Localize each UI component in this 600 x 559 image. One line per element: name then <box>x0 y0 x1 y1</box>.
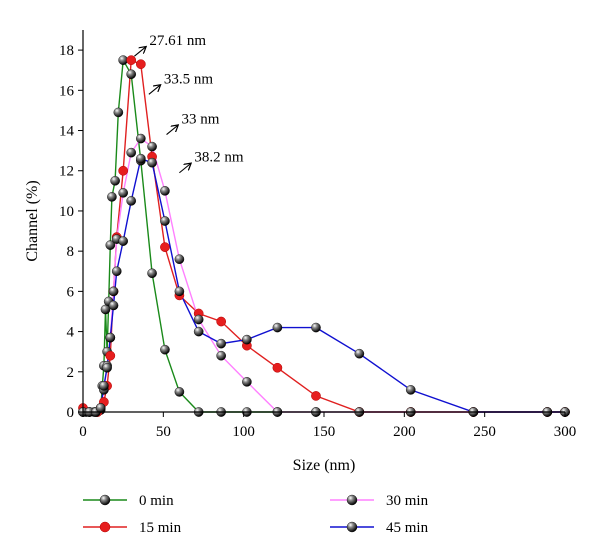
y-tick-label: 16 <box>59 83 75 99</box>
axes: 0 50 100 150 200 250 300 0 2 4 6 8 10 12 14 16 18 Size (n… <box>24 30 576 474</box>
data-point <box>160 242 170 252</box>
data-point <box>193 326 204 337</box>
data-point <box>216 338 226 349</box>
series-line-1 <box>82 59 565 413</box>
series-line-0 <box>83 57 565 413</box>
data-point <box>216 316 227 327</box>
y-tick-label: 14 <box>59 124 75 140</box>
x-tick-label: 50 <box>156 424 171 440</box>
data-point <box>405 385 416 395</box>
x-tick-label: 300 <box>554 424 577 440</box>
data-point <box>111 266 122 277</box>
annotation-label: 33.5 nm <box>164 71 214 87</box>
data-point <box>102 362 112 373</box>
y-tick-label: 10 <box>59 204 74 220</box>
y-tick-label: 8 <box>67 244 75 260</box>
data-point <box>105 240 116 250</box>
y-tick-label: 18 <box>59 43 74 59</box>
legend-marker-1 <box>99 521 111 533</box>
data-point <box>354 348 365 359</box>
x-tick-label: 200 <box>393 424 416 440</box>
data-point <box>311 322 321 333</box>
y-tick-label: 0 <box>67 405 75 421</box>
data-point <box>272 362 283 373</box>
annotation-label: 38.2 nm <box>194 150 244 166</box>
legend-label-1: 15 min <box>139 520 182 536</box>
x-tick-label: 250 <box>473 424 496 440</box>
annotation-arrow <box>179 164 190 174</box>
data-point <box>126 196 136 206</box>
data-point <box>242 377 252 387</box>
data-point <box>118 236 128 246</box>
annotation-arrow <box>148 85 160 95</box>
annotation-label: 33 nm <box>182 112 220 128</box>
data-point <box>126 55 137 66</box>
data-point <box>105 332 116 343</box>
data-point <box>147 268 157 279</box>
annotation-arrow <box>166 126 178 135</box>
data-point <box>242 334 252 345</box>
legend-marker-3 <box>346 521 358 533</box>
data-point <box>108 286 119 297</box>
data-point <box>147 157 157 168</box>
y-tick-label: 12 <box>59 164 74 180</box>
data-point <box>272 322 283 333</box>
y-tick-label: 4 <box>67 325 75 341</box>
data-point <box>99 381 109 391</box>
data-point <box>135 59 146 70</box>
data-point <box>126 147 136 158</box>
data-point <box>193 314 204 325</box>
data-point <box>110 175 120 186</box>
x-tick-label: 150 <box>313 424 336 440</box>
data-point <box>113 107 124 118</box>
data-point <box>216 350 226 361</box>
x-axis-title: Size (nm) <box>293 457 356 474</box>
annotations: 27.61 nm 33.5 nm 33 nm 38.2 nm <box>134 33 244 174</box>
data-point <box>136 133 146 144</box>
x-tick-label: 100 <box>232 424 255 440</box>
data-point <box>160 216 170 226</box>
annotation-label: 27.61 nm <box>149 33 206 49</box>
annotation-arrow <box>134 47 145 57</box>
y-tick-label: 2 <box>67 365 75 381</box>
data-point <box>100 304 111 315</box>
data-point <box>136 153 146 164</box>
legend: 0 min 15 min 30 min 45 min <box>83 493 429 536</box>
plot-area <box>78 55 570 417</box>
data-point <box>174 387 185 397</box>
data-point <box>108 300 119 311</box>
data-point <box>174 286 185 297</box>
data-point <box>126 69 136 80</box>
legend-label-2: 30 min <box>386 493 429 509</box>
data-point <box>160 344 170 355</box>
data-point <box>105 350 116 361</box>
legend-label-0: 0 min <box>139 493 174 509</box>
legend-label-3: 45 min <box>386 520 429 536</box>
data-point <box>174 254 185 265</box>
data-point <box>107 192 117 202</box>
y-axis-title: Channel (%) <box>24 180 41 261</box>
data-point <box>95 403 106 413</box>
data-point <box>147 141 157 152</box>
data-point <box>118 188 128 198</box>
x-tick-label: 0 <box>79 424 87 440</box>
legend-marker-2 <box>346 494 358 506</box>
series-line-3 <box>83 157 565 413</box>
data-point <box>160 186 170 196</box>
data-point <box>118 165 129 176</box>
legend-marker-0 <box>99 494 111 506</box>
data-point <box>311 391 321 401</box>
y-tick-label: 6 <box>67 284 75 300</box>
